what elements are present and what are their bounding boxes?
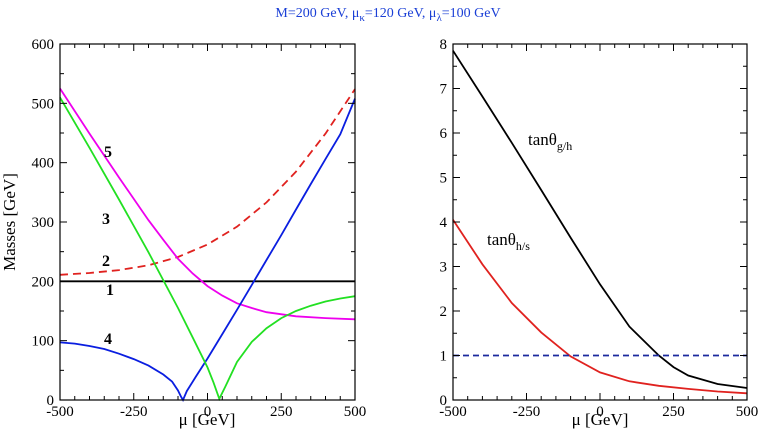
annotation-tan-theta-gh: tanθg/h xyxy=(528,130,572,153)
left-mass-chart: -500 -250 0 250 500 0 100 200 300 400 500 600 μ [Ge… xyxy=(0,37,366,429)
right-y-tick-label: 3 xyxy=(440,260,448,276)
left-x-tick-label: 250 xyxy=(270,404,293,420)
left-y-tick-label: 100 xyxy=(32,334,55,350)
right-tan-chart: -500 -250 0 250 500 0 1 2 3 4 5 6 7 8 μ [GeV] tanθg/h… xyxy=(439,37,758,429)
annotation-tan-theta-hs: tanθh/s xyxy=(487,230,530,253)
right-y-tick-label: 0 xyxy=(440,393,448,409)
left-x-tick-label: 500 xyxy=(344,404,367,420)
left-y-tick-label: 300 xyxy=(32,215,55,231)
left-series-line-4 xyxy=(59,98,356,402)
right-x-tick-label: -500 xyxy=(439,404,467,420)
right-y-tick-label: 1 xyxy=(440,349,448,365)
left-x-tick-label: -250 xyxy=(120,404,148,420)
right-x-tick-label: 250 xyxy=(662,404,685,420)
left-x-tick-label: 0 xyxy=(204,404,212,420)
left-ticks: -500 -250 0 250 500 0 100 200 300 400 500 600 xyxy=(32,37,367,420)
right-curves xyxy=(452,50,748,395)
curve-label-5: 5 xyxy=(104,144,112,161)
right-series-line-1 xyxy=(452,50,748,389)
right-y-tick-label: 6 xyxy=(440,126,448,142)
left-x-axis-label: μ [GeV] xyxy=(179,410,236,429)
right-series-line-2 xyxy=(452,219,748,395)
curve-label-2: 2 xyxy=(102,253,110,270)
curve-label-1: 1 xyxy=(106,282,114,299)
right-x-tick-label: -250 xyxy=(513,404,541,420)
right-x-tick-label: 500 xyxy=(736,404,759,420)
left-series-line-2 xyxy=(59,88,356,276)
right-ticks: -500 -250 0 250 500 0 1 2 3 4 5 6 7 8 xyxy=(439,37,758,420)
right-plot-frame xyxy=(452,43,748,401)
left-y-tick-label: 400 xyxy=(32,156,55,172)
curve-label-3: 3 xyxy=(102,211,110,228)
right-x-tick-label: 0 xyxy=(596,404,604,420)
left-x-tick-label: -500 xyxy=(46,404,74,420)
left-y-tick-label: 500 xyxy=(32,96,55,112)
right-y-tick-label: 7 xyxy=(440,82,448,98)
right-y-tick-label: 2 xyxy=(440,304,448,320)
left-series-line-3 xyxy=(59,88,356,321)
right-y-tick-label: 8 xyxy=(440,37,448,53)
left-y-axis-label: Masses [GeV] xyxy=(0,173,19,271)
right-y-tick-label: 4 xyxy=(440,215,448,231)
right-x-axis-label: μ [GeV] xyxy=(572,410,629,429)
left-y-tick-label: 0 xyxy=(47,393,55,409)
right-y-tick-label: 5 xyxy=(440,171,448,187)
curve-label-4: 4 xyxy=(104,331,112,348)
left-curves xyxy=(59,88,356,402)
figure-title: M=200 GeV, μκ=120 GeV, μλ=100 GeV xyxy=(275,6,500,24)
left-y-tick-label: 600 xyxy=(32,37,55,53)
left-series-line-5 xyxy=(59,96,356,402)
left-y-tick-label: 200 xyxy=(32,274,55,290)
